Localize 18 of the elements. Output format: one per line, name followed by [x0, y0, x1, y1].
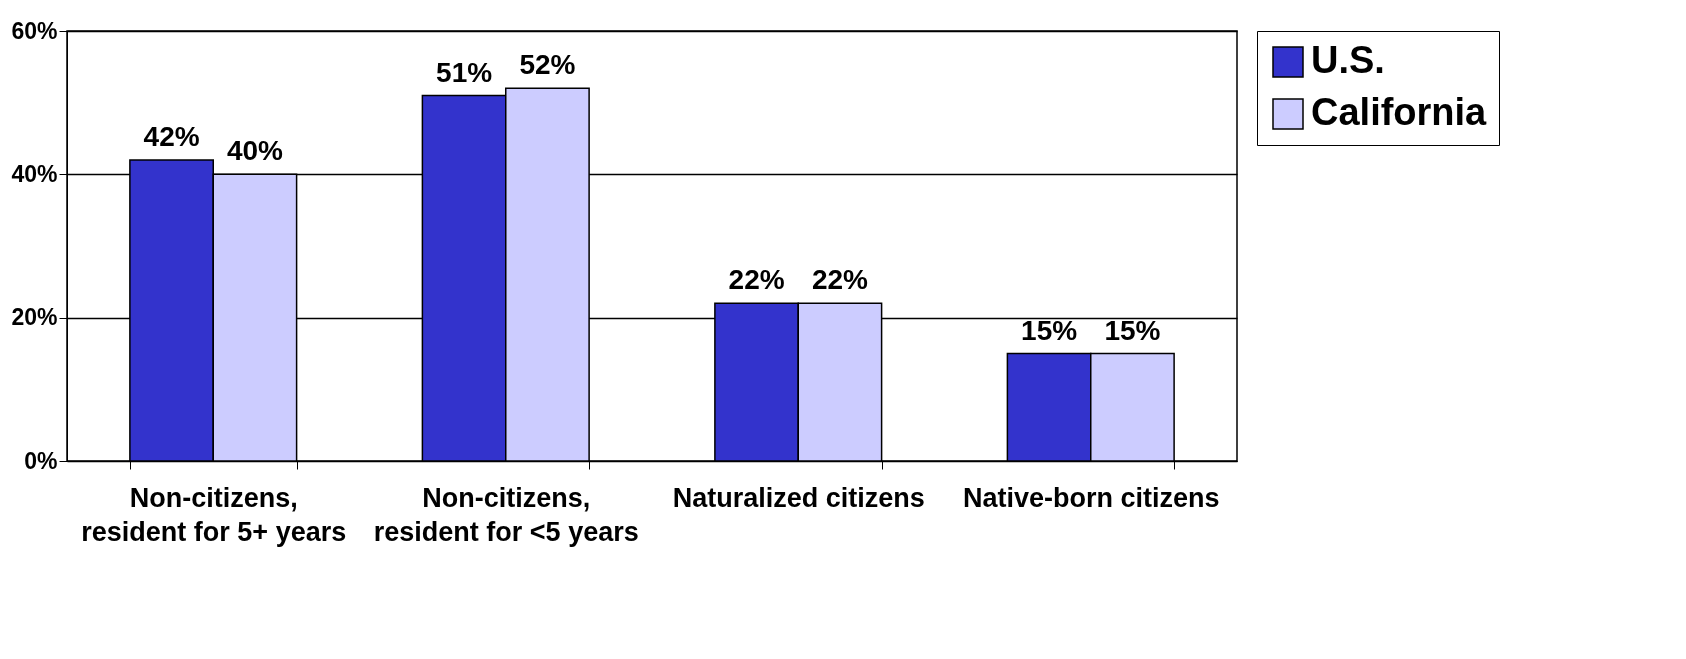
data-label: 15%	[1021, 314, 1078, 346]
data-label: 22%	[811, 264, 869, 296]
data-label: 22%	[728, 264, 785, 296]
data-label: 40%	[226, 135, 284, 167]
y-tick-label: 20%	[11, 304, 58, 331]
data-label: 42%	[143, 121, 200, 152]
x-tick-label: Non-citizens, resident for <5 years	[373, 482, 639, 547]
y-tick-label: 40%	[11, 160, 58, 187]
x-tick-label: Naturalized citizens	[672, 482, 925, 513]
legend-label: California	[1311, 91, 1488, 133]
x-tick-label: Non-citizens, resident for 5+ years	[81, 482, 347, 547]
data-label: 52%	[519, 49, 576, 81]
x-tick-label: Native-born citizens	[962, 482, 1220, 513]
legend-label: U.S.	[1311, 39, 1385, 81]
data-label: 15%	[1104, 314, 1161, 346]
y-tick-label: 0%	[24, 447, 58, 474]
y-tick-label: 60%	[11, 17, 58, 44]
data-label: 51%	[436, 56, 493, 88]
